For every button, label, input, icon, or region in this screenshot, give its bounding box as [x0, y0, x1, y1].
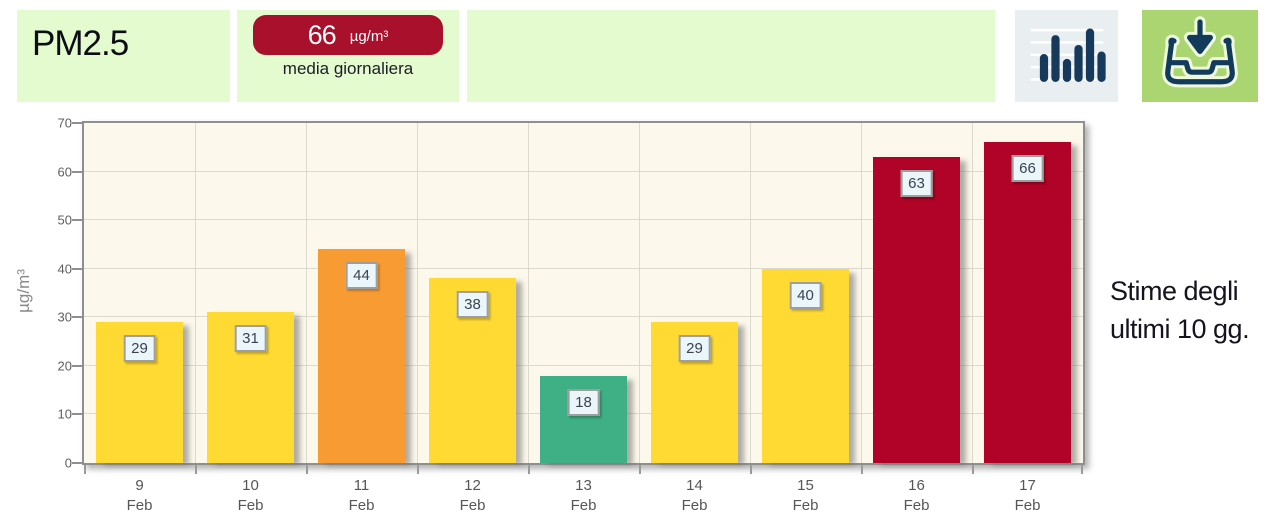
y-tick-label: 10	[57, 406, 72, 422]
bar-10-Feb: 31	[207, 312, 294, 463]
h-gridline	[84, 267, 1083, 269]
x-category-label: 11 Feb	[348, 477, 375, 514]
x-tick-mark	[639, 465, 641, 474]
side-note-line1: Stime degli	[1110, 276, 1239, 306]
x-tick-mark	[972, 465, 974, 474]
v-gridline	[528, 123, 529, 463]
bar-value-label: 29	[678, 335, 711, 363]
page-title: PM2.5	[32, 24, 129, 63]
bar-11-Feb: 44	[318, 249, 405, 463]
x-category-label: 12 Feb	[459, 477, 486, 514]
bar-9-Feb: 29	[96, 322, 183, 463]
bar-value-label: 66	[1011, 155, 1044, 183]
x-category-label: 16 Feb	[903, 477, 930, 514]
x-tick-mark	[861, 465, 863, 474]
bar-14-Feb: 29	[651, 322, 738, 463]
badge-unit: µg/m³	[349, 28, 389, 45]
y-tick-label: 20	[57, 358, 72, 374]
badge-caption: media giornaliera	[282, 59, 414, 78]
bar-value-label: 31	[234, 325, 267, 353]
x-tick-mark	[750, 465, 752, 474]
bar-chart-plot-area: 29 31 44 38 18 29 40 63 66	[82, 121, 1085, 465]
y-tick-mark	[72, 413, 82, 416]
bar-value-label: 18	[567, 388, 600, 416]
bar-15-Feb: 40	[762, 268, 849, 463]
x-tick-mark	[306, 465, 308, 474]
daily-average-badge: 66 µg/m³	[253, 15, 443, 55]
header-spacer-tile	[467, 10, 995, 102]
y-tick-mark	[72, 462, 82, 464]
y-tick-label: 0	[64, 455, 72, 471]
x-category-label: 14 Feb	[681, 477, 708, 514]
y-tick-mark	[72, 219, 82, 222]
bar-chart-icon	[1025, 17, 1109, 96]
bar-value-label: 44	[345, 262, 378, 290]
y-tick-mark	[72, 364, 82, 367]
y-tick-label: 70	[57, 115, 72, 131]
h-gridline	[84, 316, 1083, 318]
y-tick-mark	[72, 122, 82, 124]
y-tick-mark	[72, 267, 82, 270]
v-gridline	[861, 123, 862, 463]
x-tick-mark	[195, 465, 197, 474]
h-gridline	[84, 364, 1083, 366]
x-tick-mark	[528, 465, 530, 474]
x-tick-mark	[84, 465, 86, 474]
bar-12-Feb: 38	[429, 278, 516, 463]
y-tick-mark	[72, 316, 82, 319]
x-tick-mark	[417, 465, 419, 474]
y-tick-label: 50	[57, 212, 72, 228]
x-category-label: 15 Feb	[792, 477, 819, 514]
y-tick-mark	[72, 170, 82, 173]
download-inbox-icon	[1155, 15, 1245, 98]
h-gridline	[84, 170, 1083, 172]
v-gridline	[972, 123, 973, 463]
v-gridline	[417, 123, 418, 463]
x-category-label: 10 Feb	[237, 477, 264, 514]
bar-16-Feb: 63	[873, 157, 960, 463]
side-note-line2: ultimi 10 gg.	[1110, 314, 1250, 344]
side-note: Stime degli ultimi 10 gg.	[1110, 272, 1250, 348]
pollutant-title-tile: PM2.5	[17, 10, 230, 102]
h-gridline	[84, 219, 1083, 221]
v-gridline	[306, 123, 307, 463]
bar-value-label: 63	[900, 170, 933, 197]
bar-13-Feb: 18	[540, 375, 627, 463]
x-category-label: 13 Feb	[570, 477, 597, 514]
chart-view-button[interactable]	[1015, 10, 1118, 102]
badge-value: 66	[307, 19, 337, 50]
y-tick-label: 40	[57, 261, 72, 277]
x-category-label: 17 Feb	[1014, 477, 1041, 514]
x-tick-mark	[1081, 465, 1083, 474]
y-axis-label: µg/m³	[14, 269, 33, 313]
daily-average-tile: 66 µg/m³ media giornaliera	[237, 10, 459, 102]
y-tick-label: 60	[57, 164, 72, 180]
v-gridline	[750, 123, 751, 463]
v-gridline	[195, 123, 196, 463]
download-button[interactable]	[1142, 10, 1258, 102]
bar-value-label: 38	[456, 291, 489, 319]
x-category-label: 9 Feb	[126, 477, 153, 514]
bar-value-label: 29	[123, 335, 156, 363]
bar-value-label: 40	[789, 281, 822, 309]
v-gridline	[639, 123, 640, 463]
bar-17-Feb: 66	[984, 142, 1071, 463]
y-tick-label: 30	[57, 309, 72, 325]
